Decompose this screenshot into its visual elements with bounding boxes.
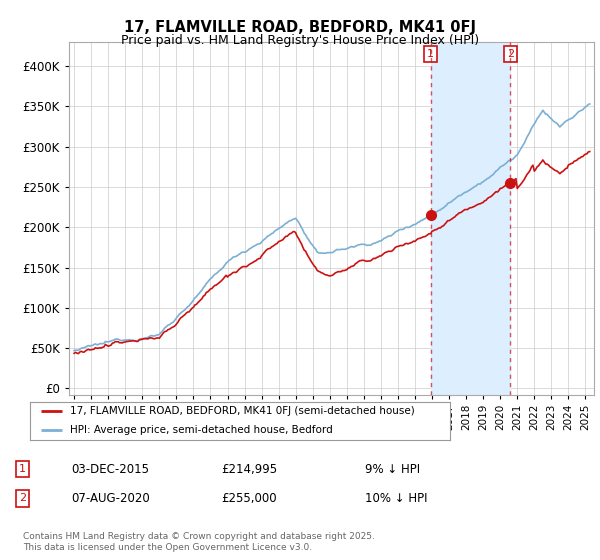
Text: 10% ↓ HPI: 10% ↓ HPI [365, 492, 427, 505]
Text: Price paid vs. HM Land Registry's House Price Index (HPI): Price paid vs. HM Land Registry's House … [121, 34, 479, 46]
Text: Contains HM Land Registry data © Crown copyright and database right 2025.
This d: Contains HM Land Registry data © Crown c… [23, 532, 374, 552]
Text: 1: 1 [427, 49, 434, 59]
Text: 17, FLAMVILLE ROAD, BEDFORD, MK41 0FJ (semi-detached house): 17, FLAMVILLE ROAD, BEDFORD, MK41 0FJ (s… [70, 405, 415, 416]
Text: 07-AUG-2020: 07-AUG-2020 [71, 492, 149, 505]
Text: HPI: Average price, semi-detached house, Bedford: HPI: Average price, semi-detached house,… [70, 424, 332, 435]
Text: 1: 1 [19, 464, 26, 474]
Text: 9% ↓ HPI: 9% ↓ HPI [365, 463, 420, 476]
Text: 2: 2 [507, 49, 514, 59]
Text: 2: 2 [19, 493, 26, 503]
Text: £255,000: £255,000 [221, 492, 277, 505]
Text: £214,995: £214,995 [221, 463, 277, 476]
Text: 03-DEC-2015: 03-DEC-2015 [71, 463, 149, 476]
Text: 17, FLAMVILLE ROAD, BEDFORD, MK41 0FJ: 17, FLAMVILLE ROAD, BEDFORD, MK41 0FJ [124, 20, 476, 35]
Bar [431, 42, 511, 395]
